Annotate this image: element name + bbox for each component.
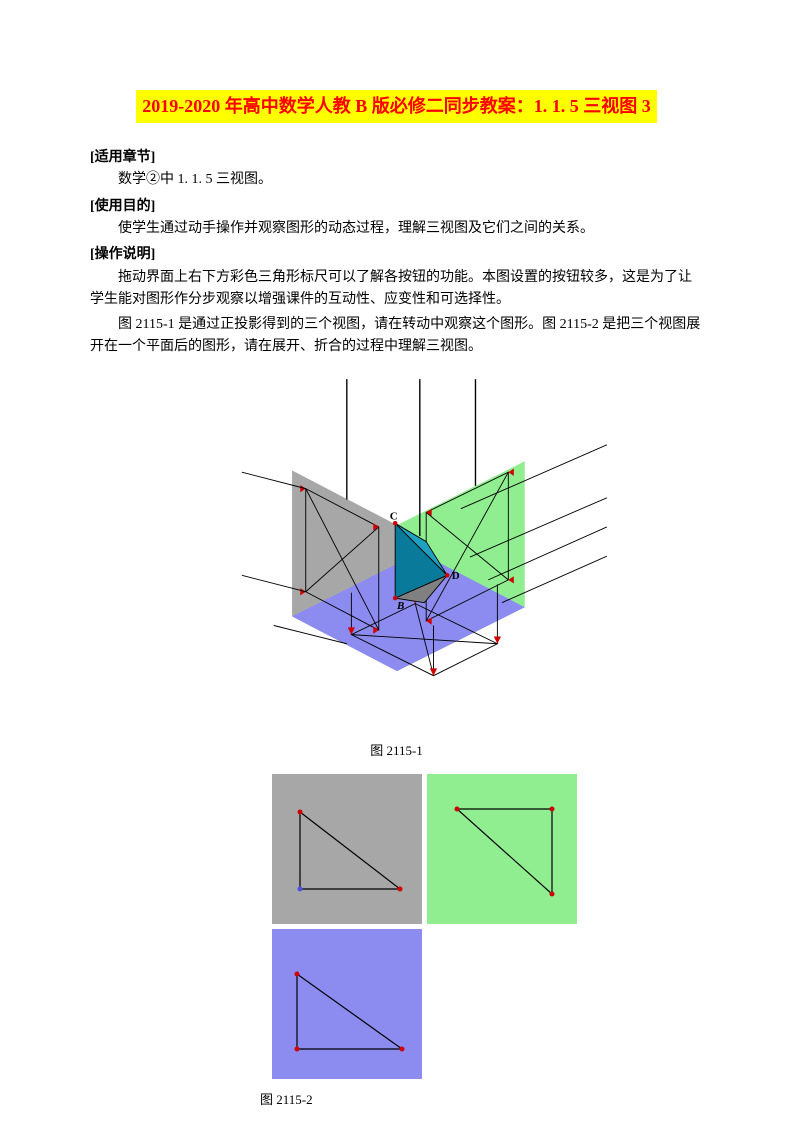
section-head-1: [适用章节] — [90, 147, 703, 169]
section-para-3-1: 拖动界面上右下方彩色三角形标尺可以了解各按钮的功能。本图设置的按钮较多，这是为了… — [90, 267, 703, 312]
figure-2 — [272, 774, 582, 1084]
section-body-1: 数学②中 1. 1. 5 三视图。 — [90, 169, 703, 191]
label-c: C — [389, 511, 397, 523]
label-b: B — [396, 600, 404, 612]
figure-2-caption: 图 2115-2 — [260, 1090, 703, 1111]
section-head-2: [使用目的] — [90, 196, 703, 218]
figure-1-caption: 图 2115-1 — [90, 741, 703, 762]
figure-1-wrap: C D B 图 2115-1 — [90, 370, 703, 762]
panel-top-left — [272, 774, 422, 924]
figure-2-wrap: 图 2115-2 — [150, 774, 703, 1111]
page-title: 2019-2020 年高中数学人教 B 版必修二同步教案：1. 1. 5 三视图… — [136, 90, 657, 123]
panel-bottom-left — [272, 929, 422, 1079]
figure-1: C D B — [187, 370, 607, 735]
section-body-2: 使学生通过动手操作并观察图形的动态过程，理解三视图及它们之间的关系。 — [90, 218, 703, 240]
section-head-3: [操作说明] — [90, 244, 703, 266]
ray-line — [460, 445, 606, 509]
label-d: D — [451, 570, 459, 582]
section-para-3-2: 图 2115-1 是通过正投影得到的三个视图，请在转动中观察这个图形。图 211… — [90, 314, 703, 359]
